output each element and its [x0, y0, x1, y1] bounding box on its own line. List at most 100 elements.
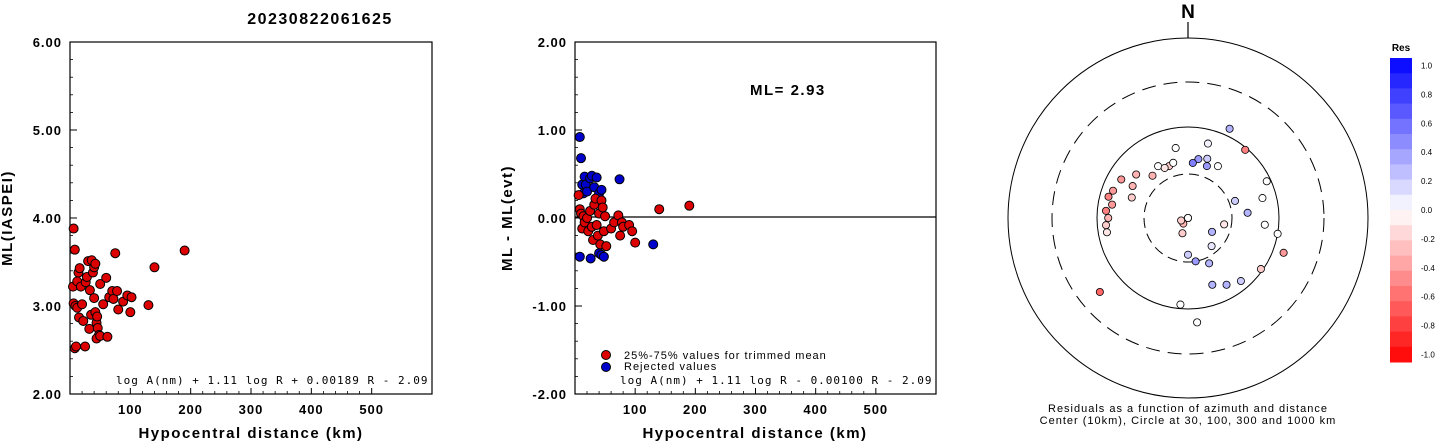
polar-station-point: [1132, 170, 1141, 179]
polar-station-point: [1273, 229, 1282, 238]
rejected-point: [574, 251, 585, 262]
rejected-point: [648, 239, 659, 250]
plot1-ytick-label: 5.00: [33, 123, 62, 138]
rejected-point: [614, 174, 625, 185]
polar-station-point: [1128, 182, 1137, 191]
ring-100km: [1096, 126, 1280, 310]
colorbar-cell: [1390, 331, 1412, 348]
colorbar-cell: [1390, 255, 1412, 272]
polar-station-point: [1258, 194, 1267, 203]
polar-station-point: [1236, 277, 1245, 286]
plot1-ytick-label: 3.00: [33, 299, 62, 314]
ml-iaspei-plot: 100 200 300 400 500 2.00 3.00 4.00 5.00 6.00 Hypo…: [0, 35, 433, 441]
polar-station-point: [1202, 162, 1211, 171]
station-point: [89, 293, 100, 304]
station-point: [84, 285, 95, 296]
station-point: [110, 248, 121, 259]
station-point: [80, 341, 91, 352]
legend-label-rejected: Rejected values: [624, 361, 717, 373]
station-point: [69, 244, 80, 255]
station-point: [102, 331, 113, 342]
colorbar-tick-label: -0.8: [1421, 322, 1435, 331]
station-point: [78, 315, 89, 326]
colorbar-tick-label: 0.0: [1421, 206, 1433, 215]
polar-station-point: [1260, 220, 1269, 229]
polar-station-point: [1208, 280, 1217, 289]
trimmed-point: [654, 204, 665, 215]
station-point: [125, 307, 136, 318]
station-point: [71, 341, 82, 352]
legend-marker-rejected: [601, 362, 611, 372]
north-label: N: [1181, 2, 1195, 23]
trimmed-point: [600, 211, 611, 222]
polar-station-point: [1208, 227, 1217, 236]
rejected-point: [591, 172, 602, 183]
plot2-xtick-label: 400: [803, 402, 828, 417]
legend-label-trimmed: 25%-75% values for trimmed mean: [624, 350, 827, 362]
polar-station-point: [1243, 208, 1252, 217]
colorbar-tick-label: 0.8: [1421, 90, 1433, 99]
polar-caption-2: Center (10km), Circle at 30, 100, 300 an…: [1040, 415, 1337, 427]
colorbar-cell: [1390, 103, 1412, 120]
colorbar-cell: [1390, 179, 1412, 196]
station-point: [101, 272, 112, 283]
trimmed-point: [630, 237, 641, 248]
colorbar-tick-label: 0.6: [1421, 119, 1433, 128]
plot2-xtick-label: 300: [743, 402, 768, 417]
station-point: [90, 258, 101, 269]
station-point: [143, 300, 154, 311]
plot1-xtick-label: 500: [359, 402, 384, 417]
plot2-ylabel: ML - ML(evt): [499, 165, 516, 271]
trimmed-point: [591, 220, 602, 231]
colorbar-cell: [1390, 194, 1412, 211]
colorbar-tick-label: -0.2: [1421, 235, 1435, 244]
polar-station-point: [1148, 171, 1157, 180]
ring-30km: [1143, 173, 1233, 263]
polar-station-point: [1176, 300, 1185, 309]
polar-station-point: [1256, 265, 1265, 274]
polar-station-point: [1207, 242, 1216, 251]
polar-station-point: [1203, 154, 1212, 163]
station-point: [92, 311, 103, 322]
polar-station-point: [1241, 145, 1250, 154]
polar-station-point: [1222, 280, 1231, 289]
station-point: [149, 262, 160, 273]
ring-1000km: [1007, 37, 1369, 399]
colorbar-tick-label: 0.2: [1421, 177, 1433, 186]
polar-station-point: [1108, 200, 1117, 209]
rejected-point: [574, 132, 585, 143]
colorbar-cell: [1390, 210, 1412, 226]
polar-station-point: [1191, 257, 1200, 266]
polar-station-point: [1154, 162, 1163, 171]
polar-station-point: [1104, 192, 1113, 201]
plot2-xtick-label: 200: [683, 402, 708, 417]
polar-station-point: [1203, 139, 1212, 148]
polar-station-point: [1279, 248, 1288, 257]
polar-station-point: [1095, 287, 1104, 296]
trimmed-point: [601, 241, 612, 252]
polar-station-point: [1188, 158, 1197, 167]
polar-station-point: [1160, 163, 1169, 172]
polar-station-point: [1184, 213, 1193, 222]
colorbar-cell: [1390, 286, 1412, 302]
colorbar-cell: [1390, 301, 1412, 317]
polar-station-point: [1102, 206, 1111, 215]
plot1-ylabel: ML(IASPEI): [0, 170, 16, 266]
polar-station-point: [1104, 213, 1113, 222]
colorbar-cell: [1390, 225, 1412, 241]
polar-residual-plot: N Residuals as a function of azimuth and…: [1007, 2, 1369, 427]
polar-station-point: [1178, 229, 1187, 238]
rejected-point: [576, 153, 587, 164]
polar-station-point: [1262, 177, 1271, 186]
legend-marker-trimmed: [601, 350, 611, 360]
rejected-point: [585, 253, 596, 264]
rejected-point: [598, 251, 609, 262]
station-point: [95, 279, 106, 289]
colorbar-cell: [1390, 134, 1412, 150]
station-point: [98, 299, 109, 310]
polar-station-point: [1213, 162, 1222, 171]
polar-station-point: [1177, 216, 1186, 225]
polar-station-point: [1194, 155, 1203, 164]
polar-station-point: [1102, 221, 1111, 230]
polar-station-point: [1225, 124, 1234, 133]
